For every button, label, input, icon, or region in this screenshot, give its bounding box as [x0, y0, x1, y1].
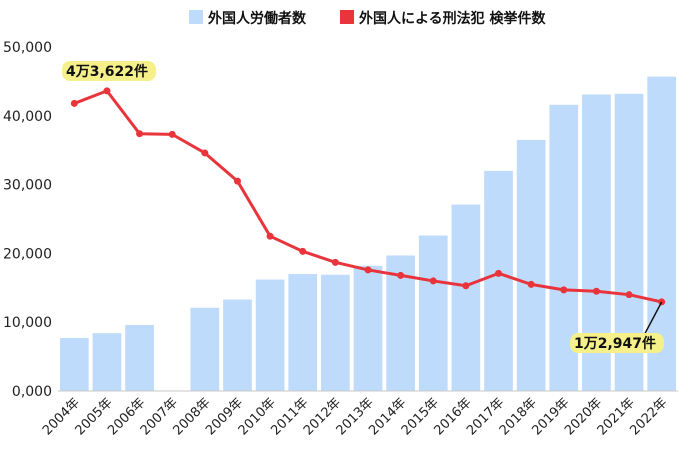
line-point	[70, 99, 78, 107]
line-point	[462, 282, 470, 290]
annotation-leader	[643, 301, 663, 337]
bar	[92, 333, 122, 391]
line-point	[397, 271, 405, 279]
line-point	[495, 269, 503, 277]
line-point	[233, 177, 241, 185]
y-tick-label: 50,000	[3, 40, 52, 56]
annotation-highlight	[62, 61, 156, 81]
y-tick-label: 20,000	[3, 246, 52, 262]
bar	[59, 338, 89, 391]
bar	[353, 265, 383, 391]
annotation-label: 1万2,947件	[574, 335, 656, 352]
legend-swatch	[340, 10, 354, 24]
line-point	[625, 291, 633, 299]
line-point	[299, 247, 307, 255]
x-tick-label: 2022年	[627, 395, 670, 438]
bar	[223, 299, 252, 391]
line-point	[266, 232, 274, 240]
line-point	[136, 130, 144, 138]
bar	[516, 139, 546, 391]
y-tick-label: 0,000	[12, 384, 52, 400]
line-point	[331, 258, 339, 266]
legend-swatch	[189, 10, 203, 24]
line-point	[364, 266, 372, 274]
bar	[255, 279, 285, 391]
bar	[190, 307, 220, 391]
y-tick-label: 30,000	[3, 178, 52, 194]
legend-label: 外国人による刑法犯 検挙件数	[359, 10, 546, 27]
line-point	[527, 280, 535, 288]
bar	[125, 324, 154, 391]
line-point	[429, 277, 437, 285]
bar	[288, 274, 318, 391]
bar	[451, 204, 481, 391]
bar	[484, 170, 513, 391]
line-point	[103, 87, 111, 95]
y-tick-label: 40,000	[3, 109, 52, 125]
line-point	[168, 130, 176, 138]
line-point	[592, 287, 600, 295]
line-point	[201, 149, 209, 157]
y-tick-label: 10,000	[3, 315, 52, 331]
annotation-highlight	[570, 333, 664, 353]
annotation-label: 4万3,622件	[66, 63, 148, 80]
bar	[418, 235, 448, 391]
bar	[321, 274, 350, 391]
line-point	[560, 286, 568, 294]
legend-label: 外国人労働者数	[208, 10, 307, 27]
